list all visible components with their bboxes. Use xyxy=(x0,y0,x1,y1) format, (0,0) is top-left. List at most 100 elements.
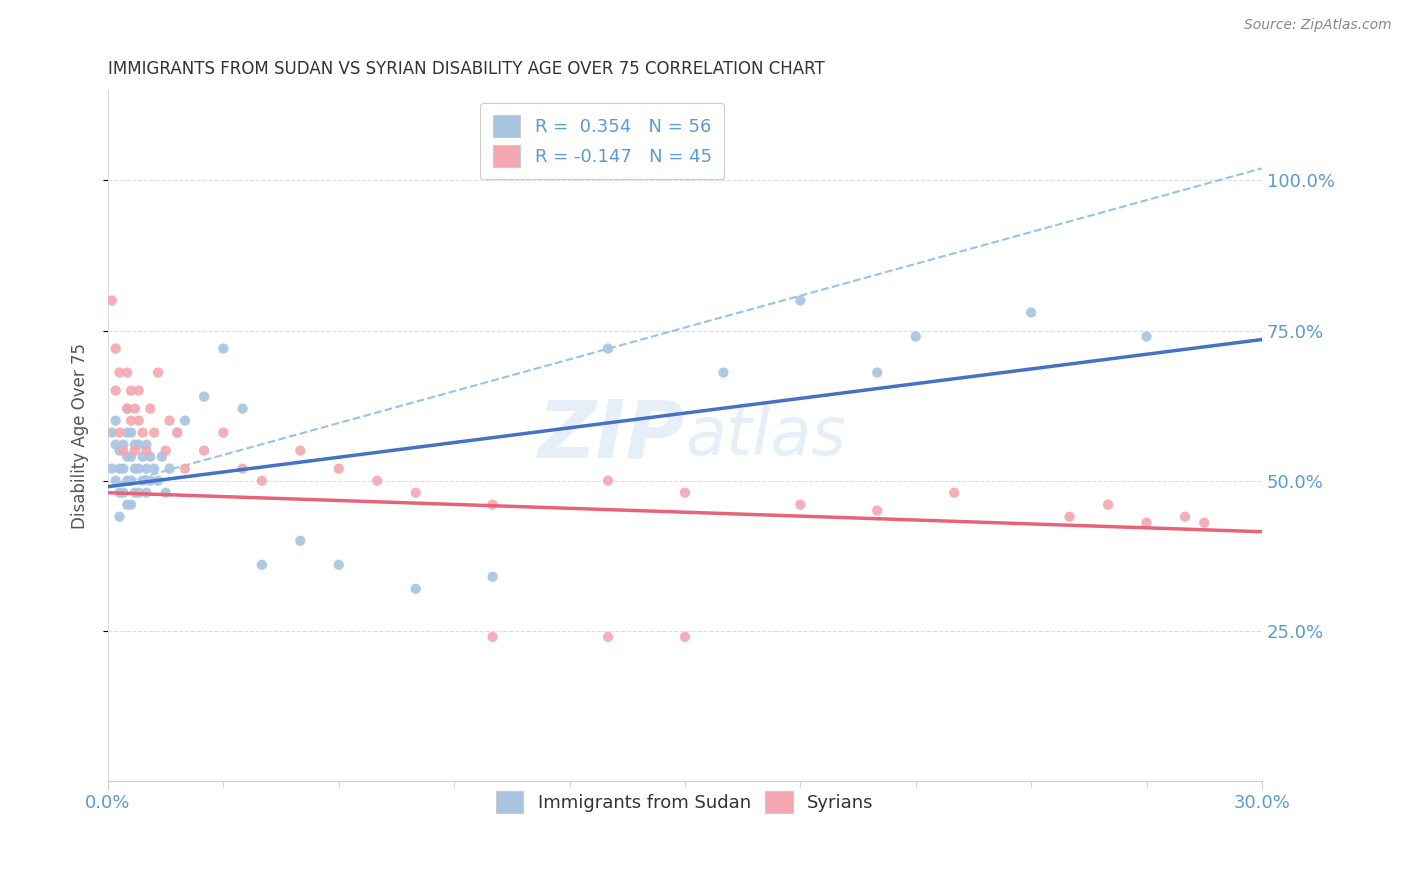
Point xyxy=(250,474,273,488)
Point xyxy=(1135,516,1157,530)
Point xyxy=(104,474,127,488)
Point xyxy=(108,366,131,380)
Point xyxy=(232,461,254,475)
Point xyxy=(104,342,127,356)
Point xyxy=(143,425,166,440)
Point xyxy=(328,558,350,572)
Text: IMMIGRANTS FROM SUDAN VS SYRIAN DISABILITY AGE OVER 75 CORRELATION CHART: IMMIGRANTS FROM SUDAN VS SYRIAN DISABILI… xyxy=(108,60,825,78)
Point xyxy=(120,498,142,512)
Point xyxy=(124,401,146,416)
Point xyxy=(120,384,142,398)
Point xyxy=(150,450,173,464)
Point xyxy=(174,414,197,428)
Point xyxy=(115,498,138,512)
Point xyxy=(481,570,503,584)
Point xyxy=(174,461,197,475)
Point xyxy=(108,509,131,524)
Point xyxy=(232,401,254,416)
Point xyxy=(104,437,127,451)
Point xyxy=(124,437,146,451)
Point xyxy=(1192,516,1215,530)
Point xyxy=(1174,509,1197,524)
Point xyxy=(139,474,162,488)
Point xyxy=(115,450,138,464)
Point xyxy=(789,498,811,512)
Point xyxy=(159,461,181,475)
Point xyxy=(596,342,619,356)
Point xyxy=(139,401,162,416)
Point xyxy=(120,414,142,428)
Point xyxy=(112,437,135,451)
Point xyxy=(481,498,503,512)
Point xyxy=(135,437,157,451)
Point xyxy=(166,425,188,440)
Point xyxy=(115,425,138,440)
Point xyxy=(481,630,503,644)
Point xyxy=(112,485,135,500)
Point xyxy=(104,414,127,428)
Point xyxy=(212,342,235,356)
Point xyxy=(596,630,619,644)
Y-axis label: Disability Age Over 75: Disability Age Over 75 xyxy=(72,343,89,529)
Point xyxy=(290,443,312,458)
Point xyxy=(131,425,153,440)
Legend: Immigrants from Sudan, Syrians: Immigrants from Sudan, Syrians xyxy=(485,780,884,824)
Point xyxy=(108,425,131,440)
Point xyxy=(1135,329,1157,343)
Point xyxy=(120,474,142,488)
Point xyxy=(115,401,138,416)
Point xyxy=(115,401,138,416)
Point xyxy=(405,485,427,500)
Point xyxy=(1019,305,1042,319)
Point xyxy=(128,437,150,451)
Point xyxy=(124,443,146,458)
Point xyxy=(115,366,138,380)
Point xyxy=(139,450,162,464)
Point xyxy=(155,485,177,500)
Point xyxy=(146,366,169,380)
Point xyxy=(108,485,131,500)
Point xyxy=(128,461,150,475)
Text: atlas: atlas xyxy=(685,402,846,468)
Point xyxy=(866,504,889,518)
Point xyxy=(135,443,157,458)
Point xyxy=(143,461,166,475)
Point xyxy=(193,390,215,404)
Text: Source: ZipAtlas.com: Source: ZipAtlas.com xyxy=(1244,18,1392,32)
Point xyxy=(108,461,131,475)
Point xyxy=(128,414,150,428)
Point xyxy=(124,461,146,475)
Point xyxy=(128,384,150,398)
Point xyxy=(159,414,181,428)
Point xyxy=(120,425,142,440)
Point xyxy=(943,485,966,500)
Point xyxy=(405,582,427,596)
Point xyxy=(250,558,273,572)
Point xyxy=(1059,509,1081,524)
Point xyxy=(713,366,735,380)
Point xyxy=(131,450,153,464)
Text: ZIP: ZIP xyxy=(537,397,685,475)
Point xyxy=(104,384,127,398)
Point xyxy=(101,293,124,308)
Point xyxy=(101,425,124,440)
Point xyxy=(212,425,235,440)
Point xyxy=(108,443,131,458)
Point xyxy=(135,485,157,500)
Point xyxy=(673,485,696,500)
Point xyxy=(120,450,142,464)
Point xyxy=(290,533,312,548)
Point xyxy=(789,293,811,308)
Point xyxy=(1097,498,1119,512)
Point xyxy=(124,485,146,500)
Point xyxy=(166,425,188,440)
Point xyxy=(366,474,388,488)
Point xyxy=(128,485,150,500)
Point xyxy=(328,461,350,475)
Point xyxy=(112,443,135,458)
Point xyxy=(101,461,124,475)
Point xyxy=(135,461,157,475)
Point xyxy=(904,329,927,343)
Point xyxy=(673,630,696,644)
Point xyxy=(155,443,177,458)
